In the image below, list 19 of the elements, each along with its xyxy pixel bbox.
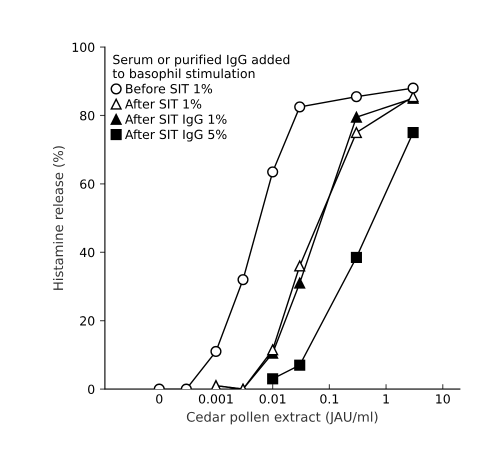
y-tick-label: 20: [80, 316, 94, 326]
x-tick-label: 0.001: [198, 394, 233, 404]
y-tick-label: 40: [80, 248, 94, 258]
y-tick-label: 80: [80, 110, 94, 120]
y-axis-title: Histamine release (%): [52, 146, 65, 290]
y-tick-label: 60: [80, 179, 94, 189]
x-axis-title: Cedar pollen extract (JAU/ml): [186, 412, 378, 424]
y-tick-label: 100: [72, 42, 94, 52]
x-tick-label: 10: [436, 394, 450, 404]
x-tick-label: 1: [383, 394, 389, 404]
legend-label: After SIT IgG 5%: [125, 129, 227, 142]
legend-title: Serum or purified IgG added to basophil stimulation: [112, 54, 290, 81]
y-tick-label: 0: [88, 384, 94, 394]
x-tick-label: 0.1: [320, 394, 338, 404]
legend-label: After SIT 1%: [125, 99, 202, 109]
x-tick-label: 0: [156, 394, 162, 404]
legend-label: Before SIT 1%: [126, 84, 212, 94]
legend-label: After SIT IgG 1%: [125, 114, 227, 126]
x-tick-label: 0.01: [260, 394, 286, 404]
